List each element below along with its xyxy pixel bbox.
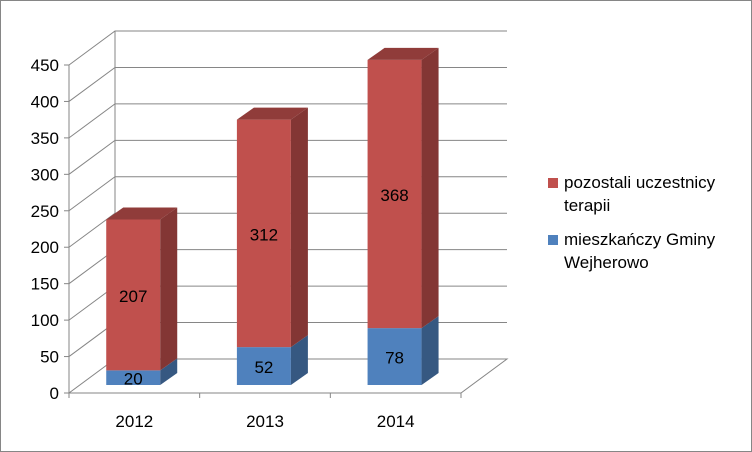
y-tick-label: 50	[40, 348, 59, 367]
axes: 0 50 100 150 200 250 300 350 400 450 2012 2013 2014	[31, 56, 462, 431]
data-label: 207	[119, 287, 147, 306]
bar-segment-side	[160, 207, 178, 371]
bar-segment-side	[290, 107, 308, 348]
bar-top	[367, 47, 439, 60]
y-tick-label: 300	[31, 165, 59, 184]
data-label: 312	[250, 225, 278, 244]
legend-item-mieszkancy: mieszkańczy Gminy Wejherowo	[548, 228, 748, 274]
x-tick-label: 2012	[115, 412, 153, 431]
y-tick-label: 250	[31, 202, 59, 221]
bar-segment	[236, 119, 291, 348]
data-label: 20	[124, 370, 143, 389]
y-tick-label: 350	[31, 129, 59, 148]
bar-segment	[236, 347, 291, 385]
bar-top	[236, 107, 308, 120]
data-label: 52	[254, 358, 273, 377]
bar-segment	[106, 219, 161, 371]
bar-segment-side	[290, 335, 308, 385]
labels: 20 207 52 312 78 368	[119, 186, 409, 389]
legend-swatch-pozostali	[548, 178, 558, 188]
bar-top	[106, 207, 178, 220]
legend: pozostali uczestnicy terapii mieszkańczy…	[548, 171, 748, 285]
bar-segment	[367, 59, 422, 329]
bar-segment-side	[421, 316, 439, 385]
bar-segment	[106, 370, 161, 385]
y-tick-label: 200	[31, 238, 59, 257]
y-tick-label: 100	[31, 311, 59, 330]
bar-segment-side	[160, 358, 178, 385]
bar-segment	[367, 328, 422, 385]
bar-segment-side	[421, 47, 439, 329]
gridline	[68, 30, 507, 66]
x-tick-label: 2013	[246, 412, 284, 431]
legend-swatch-mieszkancy	[548, 235, 558, 245]
bars	[106, 47, 439, 385]
legend-label-mieszkancy: mieszkańczy Gminy Wejherowo	[564, 230, 716, 272]
y-tick-label: 450	[31, 56, 59, 75]
data-label: 368	[380, 186, 408, 205]
legend-label-pozostali: pozostali uczestnicy terapii	[564, 173, 716, 215]
y-tick-label: 400	[31, 92, 59, 111]
y-tick-label: 150	[31, 275, 59, 294]
y-tick-label: 0	[50, 384, 59, 403]
x-tick-label: 2014	[377, 412, 415, 431]
legend-item-pozostali: pozostali uczestnicy terapii	[548, 171, 748, 217]
data-label: 78	[385, 349, 404, 368]
